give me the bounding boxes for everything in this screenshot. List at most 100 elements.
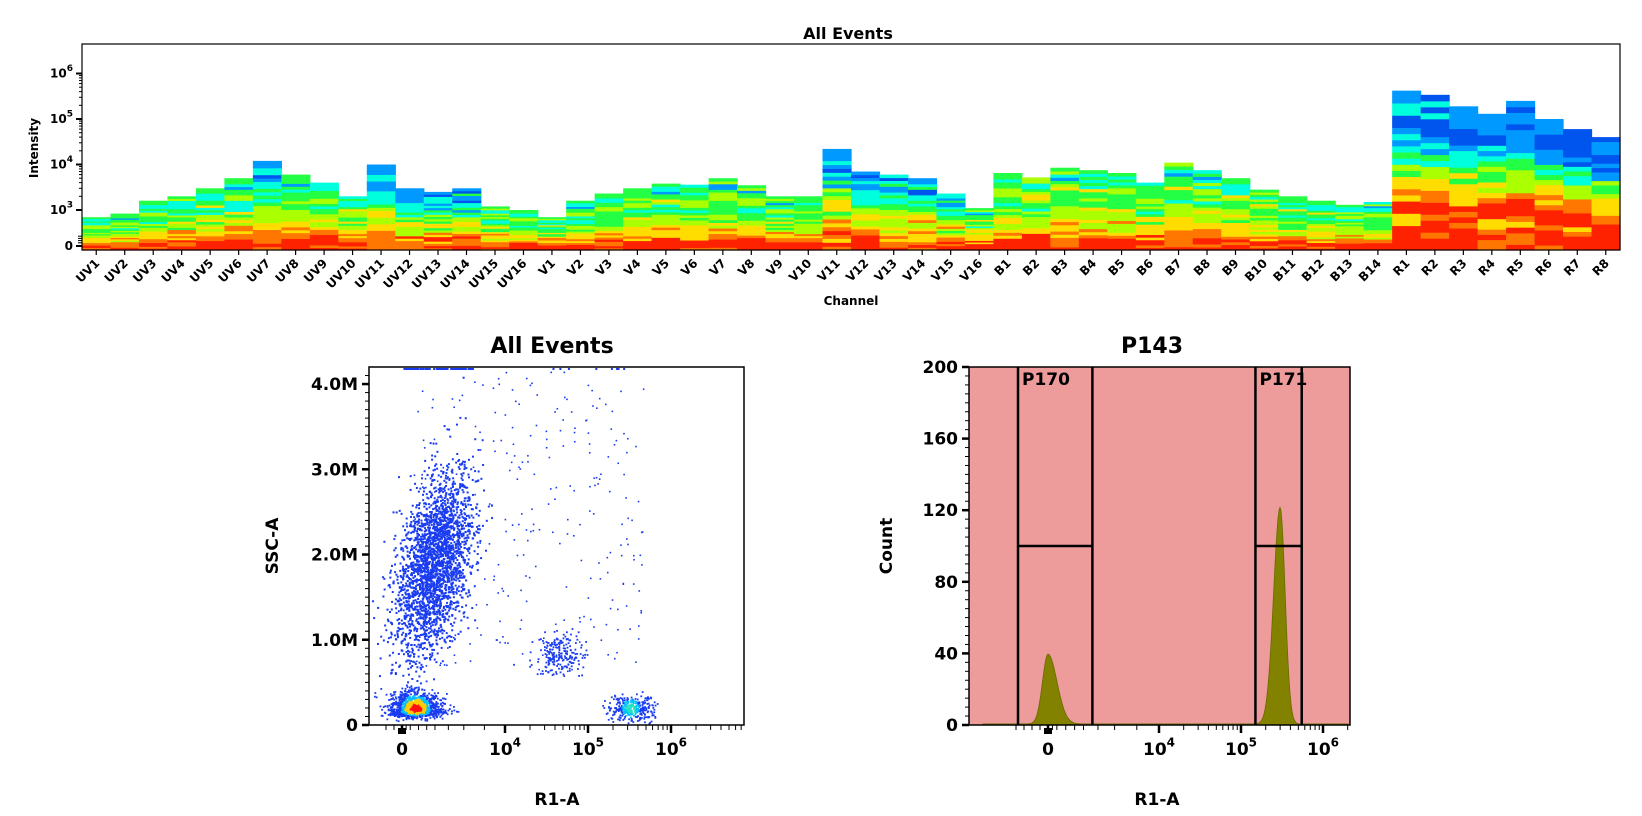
scatter-point: [463, 512, 466, 515]
heatmap-band: [964, 222, 995, 225]
heatmap-band: [708, 192, 738, 196]
scatter-point: [565, 643, 568, 646]
scatter-point: [447, 560, 450, 563]
heatmap-band: [651, 214, 681, 218]
scatter-point: [423, 568, 426, 571]
heatmap-band: [993, 232, 1023, 236]
scatter-point: [465, 592, 468, 595]
scatter-point: [413, 368, 416, 370]
scatter-point: [397, 582, 400, 585]
scatter-point: [435, 569, 438, 572]
heatmap-band: [1477, 234, 1507, 241]
heatmap-band: [366, 246, 396, 251]
scatter-point: [435, 636, 438, 639]
scatter-point: [402, 578, 405, 581]
scatter-point: [424, 578, 427, 581]
scatter-point: [439, 605, 442, 608]
scatter-point: [406, 579, 409, 582]
heatmap-band: [1420, 166, 1450, 174]
heatmap-band: [1306, 234, 1336, 238]
scatter-point: [426, 574, 429, 577]
scatter-point: [450, 565, 453, 568]
heatmap-band: [822, 195, 852, 201]
scatter-point: [463, 611, 466, 614]
scatter-point: [451, 513, 454, 516]
scatter-point: [431, 539, 434, 542]
scatter-point: [423, 606, 426, 609]
scatter-point: [435, 639, 438, 642]
scatter-point: [414, 599, 417, 602]
scatter-point: [449, 535, 452, 538]
heatmap-band: [195, 240, 226, 244]
heatmap-band: [822, 187, 852, 193]
heatmap-band: [452, 204, 482, 208]
scatter-point: [443, 594, 446, 597]
heatmap-band: [110, 226, 140, 229]
scatter-point: [406, 604, 409, 607]
heatmap-band: [964, 214, 995, 217]
x-tick-label: V11: [815, 256, 843, 284]
heatmap-band: [651, 206, 681, 210]
heatmap-band: [252, 222, 282, 227]
heatmap-band: [1135, 200, 1165, 204]
scatter-point: [414, 554, 417, 557]
scatter-point: [445, 484, 448, 487]
heatmap-band: [1591, 163, 1621, 169]
scatter-point: [452, 572, 455, 575]
scatter-point: [448, 530, 451, 533]
heatmap-band: [1420, 244, 1450, 251]
heatmap-band: [1563, 226, 1593, 232]
heatmap-band: [1135, 224, 1165, 228]
heatmap-band: [1164, 172, 1194, 177]
scatter-point: [442, 520, 445, 523]
scatter-point: [425, 513, 428, 516]
scatter-point: [435, 442, 438, 445]
scatter-point: [415, 579, 418, 582]
scatter-point: [415, 581, 418, 584]
heatmap-band: [1392, 133, 1422, 141]
scatter-point: [468, 591, 471, 594]
heatmap-band: [195, 235, 226, 239]
scatter-point: [438, 637, 441, 640]
scatter-point: [425, 657, 428, 660]
heatmap-band: [1420, 118, 1450, 126]
heatmap-band: [224, 225, 254, 229]
scatter-point: [399, 664, 402, 667]
scatter-point: [431, 555, 434, 558]
heatmap-band: [537, 219, 567, 222]
heatmap-band: [537, 217, 567, 220]
scatter-point: [437, 560, 440, 563]
scatter-point: [504, 518, 507, 521]
scatter-point: [412, 569, 415, 572]
scatter-point: [455, 492, 458, 495]
heatmap-band: [1050, 237, 1080, 242]
scatter-point: [437, 608, 440, 611]
heatmap-band: [110, 240, 140, 243]
heatmap-band: [993, 244, 1023, 248]
scatter-point: [431, 542, 434, 545]
heatmap-band: [1078, 240, 1108, 245]
scatter-point: [577, 631, 580, 634]
scatter-point: [429, 546, 432, 549]
scatter-point: [468, 530, 471, 533]
scatter-point: [531, 508, 533, 511]
heatmap-band: [224, 230, 254, 235]
scatter-point: [417, 584, 420, 586]
scatter-point: [570, 633, 572, 636]
scatter-point: [615, 439, 618, 442]
scatter-point: [428, 613, 431, 616]
heatmap-band: [1078, 203, 1108, 208]
scatter-point: [418, 600, 421, 603]
scatter-point: [474, 470, 477, 473]
scatter-point: [433, 438, 436, 441]
scatter-point: [428, 553, 431, 556]
scatter-point: [462, 551, 465, 554]
scatter-point: [446, 535, 449, 538]
scatter-point: [429, 611, 432, 614]
scatter-point: [429, 539, 432, 542]
scatter-point: [416, 566, 419, 569]
scatter-point: [414, 587, 417, 590]
scatter-point: [442, 605, 445, 608]
heatmap-band: [167, 243, 197, 247]
scatter-point: [460, 513, 463, 516]
